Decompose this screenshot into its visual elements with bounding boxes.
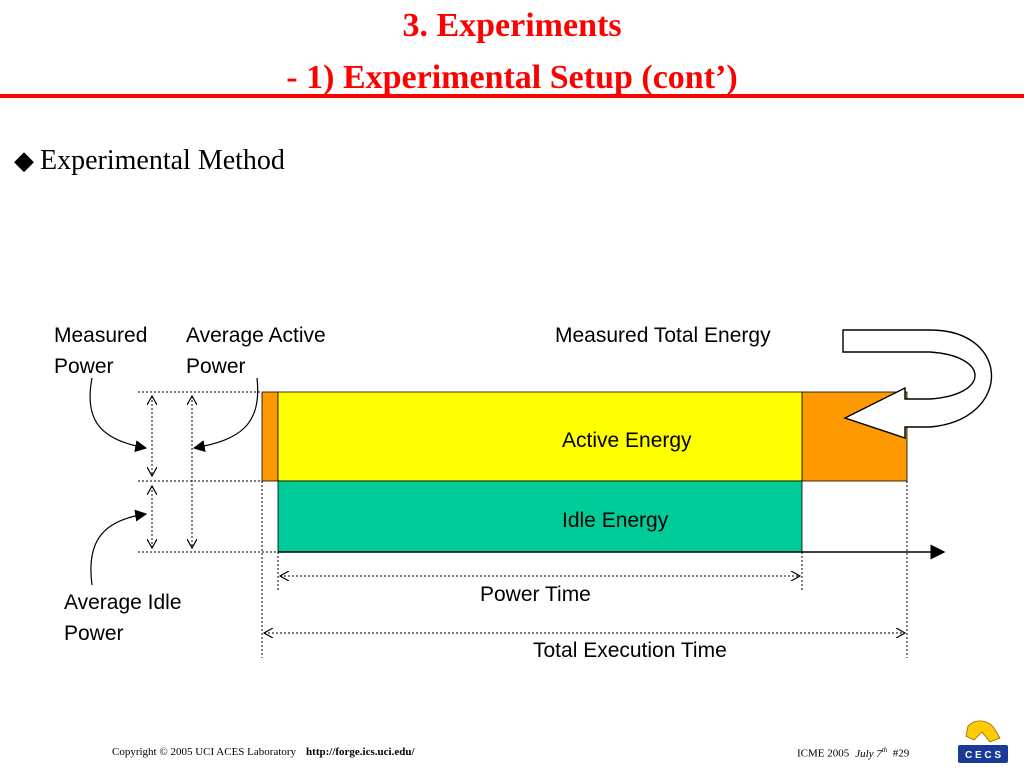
footer-url-link[interactable]: http://forge.ics.uci.edu/	[306, 746, 415, 758]
footer-page-number: #29	[892, 747, 910, 760]
cecs-logo: C E C S	[958, 720, 1008, 763]
bullet-text: Experimental Method	[40, 145, 285, 176]
power-time-label: Power Time	[480, 583, 591, 606]
footer-date-suffix: th	[881, 746, 888, 754]
idle-energy-bar	[277, 480, 803, 553]
extra-energy-left-bar	[261, 391, 279, 482]
average-active-power-label-l1: Average Active	[186, 324, 326, 347]
average-active-power-callout	[192, 377, 259, 453]
average-idle-power-label-l1: Average Idle	[64, 591, 182, 614]
active-energy-bar	[277, 391, 803, 482]
measured-power-callout	[89, 377, 148, 453]
footer-left: Copyright © 2005 UCI ACES Laboratory http…	[112, 746, 415, 758]
average-idle-power-label-l2: Power	[64, 622, 124, 645]
idle-energy-label: Idle Energy	[562, 509, 669, 532]
title-rule	[0, 94, 1024, 98]
measured-power-label-l1: Measured	[54, 324, 147, 347]
footer-date: July 7	[855, 747, 882, 760]
footer-copyright: Copyright © 2005 UCI ACES Laboratory	[112, 746, 297, 758]
cecs-logo-text: C E C S	[965, 750, 1001, 761]
slide-title-line2: - 1) Experimental Setup (cont’)	[286, 59, 738, 96]
total-execution-time-label: Total Execution Time	[533, 639, 727, 662]
slide-title-line1: 3. Experiments	[402, 7, 622, 44]
average-idle-power-callout	[90, 509, 148, 586]
bullet-item: ◆ Experimental Method	[14, 145, 285, 177]
average-active-power-label-l2: Power	[186, 355, 246, 378]
active-energy-label: Active Energy	[562, 429, 692, 452]
guide-lines	[138, 391, 908, 658]
footer-conference: ICME 2005	[797, 747, 850, 760]
measured-power-label-l2: Power	[54, 355, 114, 378]
measured-total-energy-label: Measured Total Energy	[555, 324, 771, 347]
footer-right: ICME 2005 July 7th #29	[797, 746, 909, 760]
diamond-bullet-icon: ◆	[14, 146, 34, 175]
measured-total-energy-arrow	[842, 329, 993, 439]
